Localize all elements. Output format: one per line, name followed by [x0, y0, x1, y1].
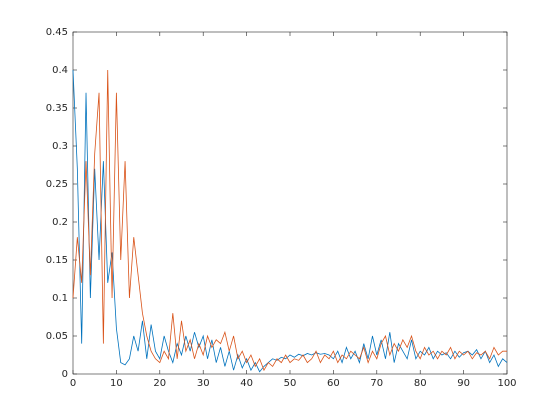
- y-tick-label: 0.1: [52, 293, 68, 304]
- axes-box: [72, 31, 508, 375]
- y-tick-label: 0.05: [46, 331, 68, 342]
- x-tick-label: 50: [284, 378, 297, 389]
- data-line: [72, 69, 507, 372]
- y-tick-label: 0.35: [46, 103, 68, 114]
- x-tick-label: 40: [240, 378, 253, 389]
- x-tick-label: 10: [110, 378, 123, 389]
- y-tick-label: 0.2: [52, 217, 68, 228]
- x-tick-label: 70: [370, 378, 383, 389]
- y-tick-label: 0.15: [46, 255, 68, 266]
- x-tick-label: 80: [414, 378, 427, 389]
- x-tick-label: 90: [457, 378, 470, 389]
- y-tick-label: 0: [62, 369, 68, 380]
- x-tick-label: 100: [497, 378, 516, 389]
- x-tick-label: 60: [327, 378, 340, 389]
- x-tick-label: 30: [197, 378, 210, 389]
- y-tick-label: 0.3: [52, 141, 68, 152]
- y-tick-label: 0.45: [46, 27, 68, 38]
- y-tick-label: 0.4: [52, 65, 68, 76]
- x-tick-label: 20: [153, 378, 166, 389]
- data-line: [72, 69, 508, 373]
- x-tick-label: 0: [70, 378, 76, 389]
- y-tick-label: 0.25: [46, 179, 68, 190]
